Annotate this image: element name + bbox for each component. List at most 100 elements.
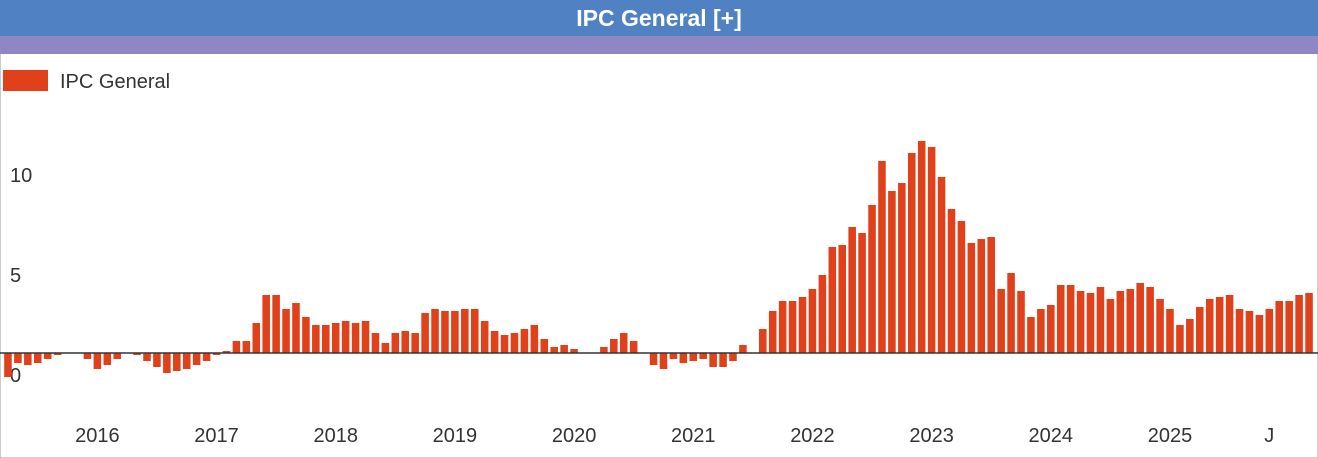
bar <box>858 233 866 353</box>
bar <box>1295 295 1303 353</box>
x-tick-label: J <box>1264 425 1274 447</box>
header-strip <box>0 36 1318 54</box>
bar <box>520 329 529 353</box>
bar <box>1265 309 1274 353</box>
bar <box>997 289 1005 353</box>
bar <box>182 353 191 369</box>
bar <box>788 301 797 353</box>
bar <box>550 347 558 353</box>
bar <box>600 347 608 353</box>
bar <box>898 183 906 353</box>
bar <box>907 153 916 353</box>
bar <box>1285 301 1293 353</box>
bar <box>242 341 251 353</box>
bar <box>510 333 519 353</box>
x-tick-label: 2021 <box>671 425 716 447</box>
x-tick-label: 2017 <box>194 425 239 447</box>
bar <box>173 353 181 371</box>
bar <box>113 353 121 359</box>
bar <box>759 329 767 353</box>
bar <box>391 333 400 353</box>
bar <box>83 353 92 359</box>
bar <box>53 353 62 355</box>
y-tick-label: 0 <box>10 365 21 387</box>
bar <box>798 297 807 353</box>
bar <box>987 237 995 353</box>
bar <box>1245 311 1254 353</box>
bar <box>1255 315 1264 353</box>
bar <box>312 325 320 353</box>
x-tick-label: 2024 <box>1029 425 1074 447</box>
bar <box>1056 285 1065 353</box>
x-tick-label: 2018 <box>313 425 358 447</box>
bar <box>232 341 241 353</box>
bar <box>1166 309 1174 353</box>
bar <box>421 313 429 353</box>
bar <box>560 345 568 353</box>
bar <box>401 331 410 353</box>
bar <box>371 333 380 353</box>
bar <box>570 349 578 353</box>
x-tick-label: 2016 <box>75 425 120 447</box>
bar <box>252 323 261 353</box>
bar <box>1275 301 1284 353</box>
bar <box>441 311 449 353</box>
bar <box>43 353 52 359</box>
bar <box>888 191 896 353</box>
bar <box>103 353 112 365</box>
bar <box>619 333 628 353</box>
bar <box>649 353 658 365</box>
bar <box>689 353 698 361</box>
header-bar <box>0 0 1318 36</box>
bar <box>1017 291 1025 353</box>
y-tick-label: 5 <box>10 265 21 287</box>
bar <box>659 353 668 369</box>
bar <box>1215 297 1224 353</box>
bar <box>411 333 419 353</box>
bar <box>977 239 986 353</box>
bar <box>341 321 350 353</box>
bar <box>461 309 469 353</box>
bar <box>957 221 966 353</box>
bar <box>431 309 439 353</box>
bar <box>778 301 787 353</box>
bar <box>470 309 479 353</box>
legend-swatch <box>3 70 48 91</box>
bar <box>719 353 727 367</box>
bar <box>917 141 926 353</box>
bar <box>1076 291 1085 353</box>
bar <box>1126 289 1135 353</box>
x-tick-label: 2020 <box>552 425 597 447</box>
bar <box>828 247 837 353</box>
bar <box>1106 299 1115 353</box>
bar <box>838 245 847 353</box>
chart-title[interactable]: IPC General [+] <box>576 5 742 31</box>
bar <box>262 295 270 353</box>
bar <box>1116 291 1125 353</box>
legend-label: IPC General <box>60 71 170 93</box>
bar <box>768 311 777 353</box>
bar <box>1205 299 1214 353</box>
bar <box>292 303 300 353</box>
bar <box>143 353 151 361</box>
bar <box>937 177 946 353</box>
bar <box>202 353 211 361</box>
bar <box>1037 309 1045 353</box>
bar <box>302 317 310 353</box>
bar <box>679 353 688 363</box>
bar <box>848 227 856 353</box>
bar <box>490 331 499 353</box>
bar <box>1235 309 1244 353</box>
bar <box>1176 325 1184 353</box>
bar <box>739 345 747 353</box>
bar <box>331 323 340 353</box>
bar <box>1086 293 1095 353</box>
y-tick-label: 10 <box>10 165 32 187</box>
bar <box>1305 293 1313 353</box>
bar <box>1027 317 1035 353</box>
x-tick-label: 2023 <box>909 425 954 447</box>
bar <box>1007 273 1015 353</box>
